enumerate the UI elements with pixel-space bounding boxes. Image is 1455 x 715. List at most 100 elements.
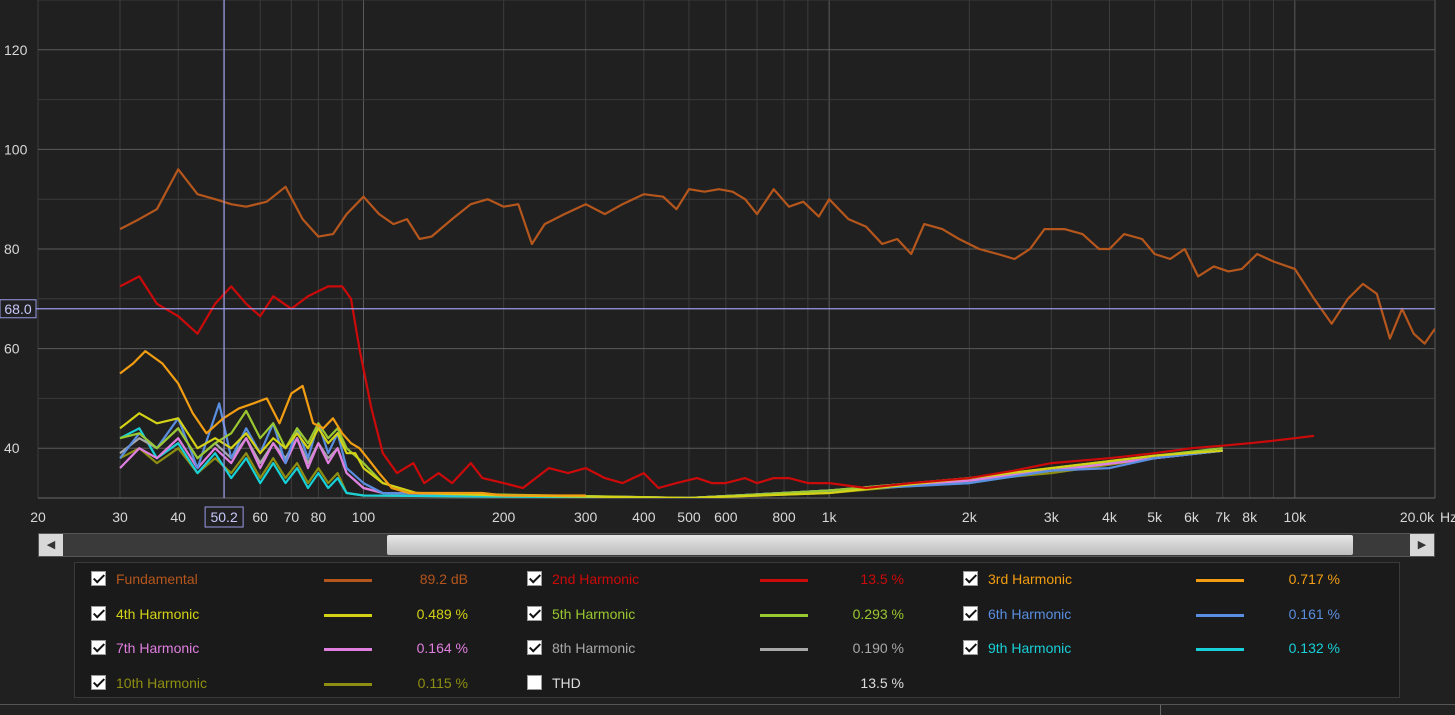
legend-label: 5th Harmonic (552, 605, 636, 622)
legend-value: 0.190 % (852, 640, 904, 656)
cursor-x-label: 50.2 (210, 509, 237, 525)
legend-swatch (760, 613, 808, 617)
cursor: 68.0 (0, 0, 1435, 498)
x-tick-label: 80 (311, 509, 327, 525)
legend-item-7th-harmonic: 7th Harmonic 0.164 % (81, 634, 501, 662)
legend-label: 8th Harmonic (552, 640, 636, 656)
legend-label: 10th Harmonic (116, 674, 208, 691)
legend-value: 0.293 % (852, 605, 904, 622)
x-tick-label: 7k (1215, 509, 1231, 525)
x-tick-label: 800 (772, 509, 796, 525)
x-tick-label: 200 (492, 509, 516, 525)
x-tick-label: 30 (112, 509, 128, 525)
legend-swatch (324, 613, 372, 617)
x-tick-labels: 20 30 40 60 70 80 100 200 300 400 500 600 800 1k 2k 3k 4… (30, 506, 1455, 528)
scroll-thumb[interactable] (387, 535, 1353, 555)
x-tick-label: 10k (1284, 509, 1308, 525)
legend-swatch (1196, 579, 1244, 582)
legend-checkbox[interactable] (91, 640, 106, 655)
x-tick-label: 2k (962, 509, 978, 525)
grid (37, 0, 1436, 499)
series-line-fundamental (119, 168, 1435, 345)
legend-value: 0.161 % (1288, 605, 1340, 622)
series-lines (119, 168, 1435, 498)
scroll-right-button[interactable]: ▶ (1410, 534, 1434, 556)
legend-label: Fundamental (116, 571, 198, 587)
x-tick-label: 400 (632, 509, 656, 525)
frequency-scrollbar[interactable]: ◀ ▶ (38, 533, 1435, 557)
y-tick-labels: 40 60 80 100 120 (4, 42, 28, 456)
legend-value: 0.115 % (417, 674, 468, 691)
series-line-5th-harmonic (119, 409, 1223, 498)
legend-item-3rd-harmonic: 3rd Harmonic 0.717 % (953, 565, 1373, 593)
legend-swatch (324, 682, 372, 686)
legend-label: 6th Harmonic (988, 605, 1072, 622)
legend-checkbox[interactable] (963, 640, 978, 655)
scroll-left-button[interactable]: ◀ (39, 534, 63, 556)
legend-checkbox[interactable] (91, 674, 106, 690)
legend-checkbox[interactable] (91, 605, 106, 621)
legend-checkbox[interactable] (527, 674, 542, 690)
legend-label: 9th Harmonic (988, 640, 1072, 656)
x-tick-label: 6k (1184, 509, 1200, 525)
x-tick-label: 40 (170, 509, 186, 525)
status-divider (1160, 705, 1161, 715)
legend-checkbox[interactable] (963, 605, 978, 621)
legend-item-9th-harmonic: 9th Harmonic 0.132 % (953, 634, 1373, 662)
legend-checkbox[interactable] (963, 571, 978, 586)
legend-value: 89.2 dB (419, 571, 468, 587)
x-tick-label: 8k (1242, 509, 1258, 525)
legend-swatch (324, 579, 372, 582)
x-tick-label: 100 (352, 509, 376, 525)
x-tick-label: 600 (714, 509, 738, 525)
legend-checkbox[interactable] (91, 571, 106, 586)
cursor-x-box (204, 506, 244, 528)
x-tick-label: 5k (1147, 509, 1163, 525)
legend-swatch (1196, 648, 1244, 651)
legend-value: 0.164 % (416, 640, 468, 656)
x-tick-label: 1k (822, 509, 838, 525)
legend-label: 4th Harmonic (116, 605, 200, 622)
legend-value: 13.5 % (860, 571, 904, 587)
legend-value: 0.717 % (1288, 571, 1340, 587)
x-tick-label: 500 (677, 509, 701, 525)
legend-item-thd: THD 13.5 % (517, 669, 937, 697)
x-tick-label: 300 (574, 509, 598, 525)
series-line-2nd-harmonic (119, 275, 1315, 490)
x-tick-label: 3k (1044, 509, 1060, 525)
legend-swatch (760, 648, 808, 651)
x-tick-label: 60 (252, 509, 268, 525)
legend-label: THD (552, 674, 581, 691)
legend-checkbox[interactable] (527, 640, 542, 655)
x-tick-label: 20.0k (1400, 509, 1435, 525)
distortion-chart[interactable]: 68.0 20 30 40 60 70 80 100 200 300 400 500 600 800 1k… (0, 0, 1455, 532)
y-tick-label: 120 (4, 42, 28, 58)
y-tick-label: 60 (4, 341, 20, 357)
legend-item-2nd-harmonic: 2nd Harmonic 13.5 % (517, 565, 937, 593)
x-tick-label: 70 (284, 509, 300, 525)
x-tick-label: 20 (30, 509, 46, 525)
cursor-y-label: 68.0 (4, 301, 31, 317)
x-unit-label: Hz (1440, 509, 1455, 525)
legend-panel: Fundamental 89.2 dB 2nd Harmonic 13.5 % 3rd … (74, 562, 1400, 698)
legend-item-fundamental: Fundamental 89.2 dB (81, 565, 501, 593)
legend-checkbox[interactable] (527, 571, 542, 586)
legend-swatch (324, 648, 372, 651)
y-tick-label: 100 (4, 141, 28, 157)
legend-swatch (760, 579, 808, 582)
status-bar (0, 704, 1455, 715)
series-line-6th-harmonic (119, 402, 1223, 498)
legend-label: 2nd Harmonic (552, 571, 640, 587)
legend-item-5th-harmonic: 5th Harmonic 0.293 % (517, 600, 937, 628)
series-line-4th-harmonic (119, 412, 1223, 498)
legend-value: 0.132 % (1288, 640, 1340, 656)
cursor-y-box (0, 299, 37, 319)
x-tick-label: 4k (1102, 509, 1118, 525)
legend-item-4th-harmonic: 4th Harmonic 0.489 % (81, 600, 501, 628)
legend-checkbox[interactable] (527, 605, 542, 621)
legend-item-10th-harmonic: 10th Harmonic 0.115 % (81, 669, 501, 697)
legend-swatch (1196, 613, 1244, 617)
legend-label: 7th Harmonic (116, 640, 200, 656)
legend-label: 3rd Harmonic (988, 571, 1073, 587)
legend-value: 13.5 % (860, 674, 904, 691)
